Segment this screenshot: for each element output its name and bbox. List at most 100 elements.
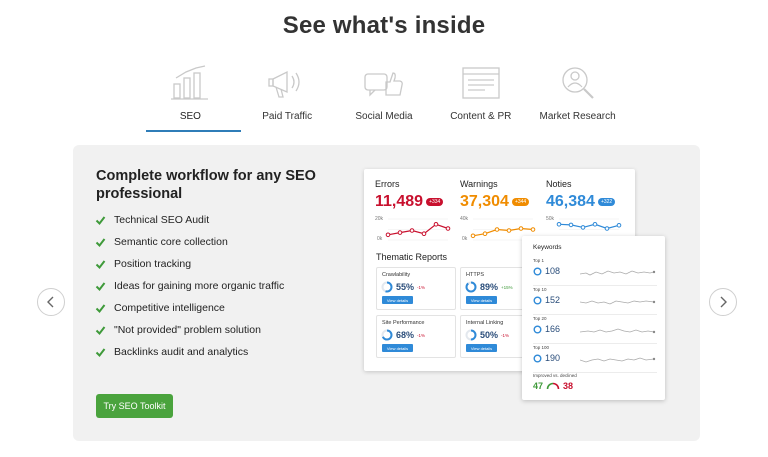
trend-point [385, 232, 391, 238]
keyword-row-label: Top 100 [533, 345, 550, 350]
declined-count: 38 [563, 381, 574, 391]
metric-value-row: 46,384 +322 [546, 193, 616, 211]
improved-count: 47 [533, 381, 544, 391]
check-icon [95, 303, 106, 313]
feature-item: Competitive intelligence [95, 297, 284, 319]
feature-label: Competitive intelligence [114, 302, 225, 314]
report-label: HTTPS [466, 272, 485, 278]
axis-label: 50k [546, 216, 555, 222]
feature-item: "Not provided" problem solution [95, 319, 284, 341]
metric-label: Noties [546, 179, 572, 189]
keyword-count: 190 [545, 353, 561, 363]
report-percent: 55% [396, 282, 415, 292]
trend-point [482, 231, 488, 236]
trend-point [433, 222, 439, 227]
report-percent: 89% [480, 282, 499, 292]
feature-item: Semantic core collection [95, 231, 284, 253]
keyword-row-label: Top 20 [533, 316, 547, 321]
sparkline [580, 328, 656, 334]
tab-social-media[interactable]: Social Media [336, 62, 433, 132]
trend-point [518, 226, 524, 231]
gauge-icon [546, 382, 560, 390]
progress-ring [533, 325, 542, 333]
tab-label: Social Media [355, 111, 413, 122]
feature-list: Technical SEO Audit Semantic core collec… [95, 209, 284, 363]
trend-point [568, 222, 574, 228]
sparkline [580, 270, 656, 276]
feature-item: Backlinks audit and analytics [95, 341, 284, 363]
keyword-count: 166 [545, 324, 561, 334]
report-percent: 50% [480, 330, 499, 340]
view-details-button[interactable]: View details [382, 296, 413, 304]
metric-value-row: 11,489 +334 [375, 193, 444, 211]
view-details-button[interactable]: View details [466, 344, 497, 352]
tab-content-pr[interactable]: Content & PR [432, 62, 529, 132]
keyword-row-label: Top 1 [533, 258, 545, 263]
report-value-row: 89% +15% [465, 281, 513, 293]
tab-seo[interactable]: SEO [142, 62, 241, 132]
view-details-button[interactable]: View details [466, 296, 497, 304]
feature-item: Technical SEO Audit [95, 209, 284, 231]
report-value-row: 55% -1% [381, 281, 425, 293]
report-delta: +15% [501, 284, 513, 290]
keyword-row: Top 1 108 [533, 258, 657, 286]
keyword-row: Top 20 166 [533, 316, 657, 344]
feature-label: Position tracking [114, 258, 192, 270]
report-card-site-performance: Site Performance 68% -1% View details [376, 315, 456, 358]
sparkline [580, 357, 656, 363]
tab-paid-traffic[interactable]: Paid Traffic [239, 62, 336, 132]
progress-ring [465, 329, 477, 341]
keyword-row-label: Top 10 [533, 287, 547, 292]
chevron-left-icon [47, 296, 54, 308]
trend-point [421, 231, 427, 236]
trend-point [556, 222, 562, 227]
metric-value: 46,384 [546, 193, 595, 210]
metric-value: 11,489 [375, 193, 424, 210]
metric-badge: +334 [426, 198, 444, 206]
tab-market-research[interactable]: Market Research [529, 62, 626, 132]
tab-label: Paid Traffic [262, 111, 313, 122]
tab-label: Content & PR [450, 111, 512, 122]
megaphone-icon [268, 70, 300, 98]
metric-value: 37,304 [460, 193, 509, 210]
metric-errors: Errors 11,489 +334 [375, 179, 444, 211]
trend-point [409, 228, 415, 233]
progress-ring [381, 329, 393, 341]
keyword-count: 108 [545, 266, 561, 276]
report-delta: -1% [501, 332, 510, 338]
progress-ring [533, 296, 542, 304]
thumbs-up-chat-icon [364, 72, 403, 97]
chevron-right-icon [720, 296, 727, 308]
keyword-row-value: 152 [533, 295, 560, 305]
metric-warnings: Warnings 37,304 +344 [460, 179, 530, 211]
bar-chart-icon [171, 65, 209, 100]
keywords-title: Keywords [533, 244, 562, 251]
metric-notices: Noties 46,384 +322 [546, 179, 616, 211]
report-delta: -1% [417, 332, 426, 338]
previous-slide-button[interactable] [37, 288, 65, 316]
check-icon [95, 347, 106, 357]
try-seo-toolkit-button[interactable]: Try SEO Toolkit [96, 394, 173, 418]
feature-label: "Not provided" problem solution [114, 324, 261, 336]
panel-headline: Complete workflow for any SEO profession… [96, 168, 316, 202]
report-delta: -1% [417, 284, 426, 290]
trend-point [494, 227, 500, 232]
browser-document-icon [462, 67, 500, 99]
trend-point [470, 233, 476, 239]
trend-point [592, 222, 598, 227]
check-icon [95, 237, 106, 247]
feature-item: Position tracking [95, 253, 284, 275]
next-slide-button[interactable] [709, 288, 737, 316]
feature-label: Backlinks audit and analytics [114, 346, 249, 358]
trend-point [616, 223, 622, 228]
check-icon [95, 259, 106, 269]
report-label: Internal Linking [466, 320, 504, 326]
metric-label: Warnings [460, 179, 498, 189]
check-icon [95, 281, 106, 291]
progress-ring [533, 267, 542, 275]
progress-ring [465, 281, 477, 293]
view-details-button[interactable]: View details [382, 344, 413, 352]
trend-point [530, 227, 536, 232]
report-value-row: 50% -1% [465, 329, 509, 341]
report-label: Crawlability [382, 272, 411, 278]
